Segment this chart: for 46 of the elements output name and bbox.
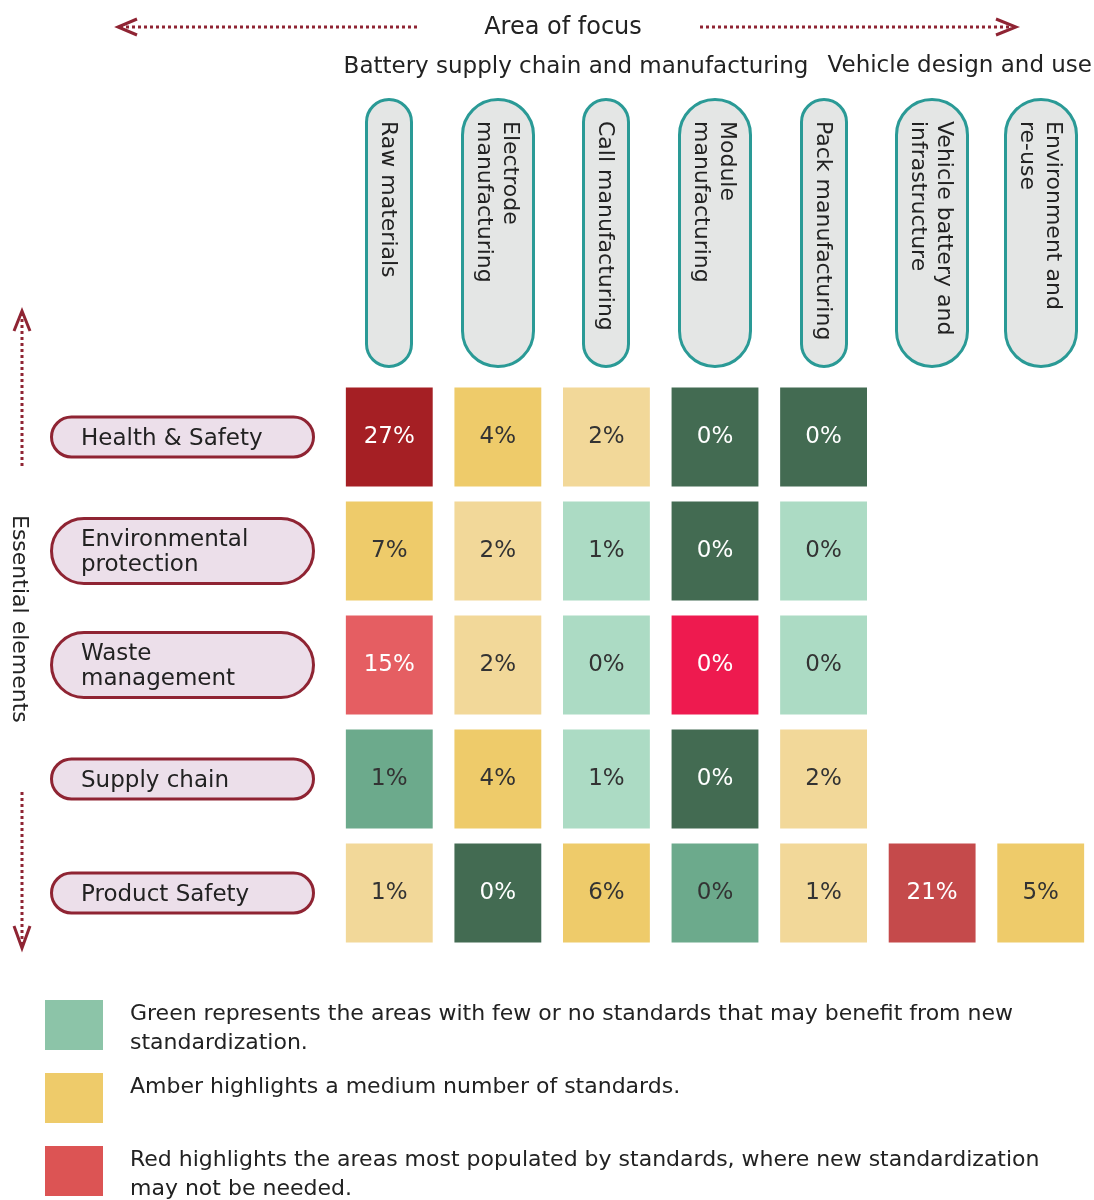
x-tick-label: Module manufacturing <box>678 98 752 368</box>
data-label: 4% <box>479 763 517 790</box>
data-label: 0% <box>696 421 734 448</box>
text: Red highlights the areas most populated by standards, where new standardization may not be needed. <box>130 1145 1041 1200</box>
x-tick-label: Call manufacturing <box>582 98 631 368</box>
data-label: 0% <box>696 649 734 676</box>
data-label: 21% <box>906 877 958 904</box>
y-tick-label: Product Safety <box>50 871 315 915</box>
x-tick-label: Environment and re-use <box>1003 98 1078 368</box>
text: Vehicle design and use <box>827 51 1092 77</box>
y-axis-title: Essential elements <box>8 515 33 723</box>
data-label: 2% <box>588 421 625 448</box>
y-tick-label: Waste management <box>50 631 315 699</box>
data-label: 0% <box>805 649 842 676</box>
text: Battery supply chain and manufacturing <box>343 52 809 78</box>
x-tick-label: Electrode manufacturing <box>460 98 535 368</box>
x-axis-title: Area of focus <box>484 12 642 40</box>
data-label: 1% <box>371 763 408 790</box>
data-label: 1% <box>588 535 625 562</box>
data-label: 0% <box>696 763 734 790</box>
x-tick-label: Pack manufacturing <box>799 98 848 368</box>
x-tick-label: Raw materials <box>365 98 414 368</box>
text: Green represents the areas with few or no standards that may benefit from new standardization. <box>130 999 1014 1056</box>
data-label: 15% <box>363 649 415 676</box>
y-tick-label: Environmental protection <box>50 517 315 585</box>
data-label: 0% <box>696 877 734 904</box>
data-label: 6% <box>588 877 625 904</box>
data-label: 2% <box>479 649 517 676</box>
data-label: 1% <box>588 763 625 790</box>
y-tick-label: Health & Safety <box>50 415 315 459</box>
x-tick-label: Vehicle battery and infrastructure <box>895 98 970 368</box>
data-label: 0% <box>696 535 734 562</box>
data-label: 7% <box>371 535 408 562</box>
data-label: 0% <box>805 421 842 448</box>
data-label: 5% <box>1022 877 1059 904</box>
data-label: 2% <box>479 535 517 562</box>
data-label: 2% <box>805 763 842 790</box>
data-label: 27% <box>363 421 415 448</box>
data-label: 1% <box>805 877 842 904</box>
text: Amber highlights a medium number of standards. <box>130 1072 682 1100</box>
data-label: 0% <box>588 649 625 676</box>
data-label: 0% <box>805 535 842 562</box>
data-label: 0% <box>479 877 517 904</box>
data-label: 1% <box>371 877 408 904</box>
y-tick-label: Supply chain <box>50 757 315 801</box>
data-label: 4% <box>479 421 517 448</box>
